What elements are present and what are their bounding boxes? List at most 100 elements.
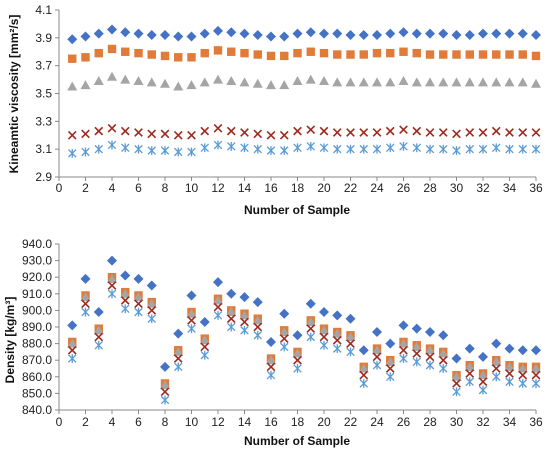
viscosity-point-diamond: [107, 24, 117, 35]
viscosity-point-x: [491, 126, 501, 136]
viscosity-point-x: [425, 128, 435, 137]
density-point-triangle: [160, 380, 170, 390]
viscosity-point-square: [240, 48, 249, 58]
viscosity-point-diamond: [517, 28, 528, 39]
viscosity-point-diamond: [133, 28, 144, 39]
density-point-x-stroke: [425, 352, 435, 362]
viscosity-point-x-stroke: [505, 128, 514, 137]
density-point-diamond: [438, 330, 449, 341]
viscosity-point-star: [452, 146, 461, 155]
viscosity-point-x-stroke: [147, 129, 157, 139]
density-point-x-stroke: [505, 369, 514, 378]
density-point-x: [332, 335, 342, 345]
density-point-triangle: [372, 345, 382, 355]
density-point-x: [279, 334, 289, 343]
viscosity-point-star: [438, 144, 448, 154]
viscosity-point-star: [332, 144, 342, 154]
density-point-triangle: [345, 331, 356, 341]
viscosity-point-square: [359, 50, 368, 59]
density-point-x: [346, 339, 355, 348]
viscosity-point-x-stroke: [173, 130, 183, 140]
viscosity-chart: 2.93.13.33.53.73.94.10 2 4 6 8 10 12 14 16 18 20 22…: [7, 3, 543, 217]
density-y-tick-label: 900.0: [22, 303, 52, 317]
viscosity-point-x-stroke: [518, 128, 528, 137]
density-point-star: [107, 289, 117, 299]
viscosity-point-triangle: [226, 75, 237, 85]
viscosity-point-x: [67, 130, 77, 140]
density-point-star: [160, 395, 170, 405]
density-point-triangle: [173, 346, 184, 356]
viscosity-point-x-stroke: [478, 128, 488, 137]
viscosity-y-tick-label: 3.1: [35, 142, 52, 156]
density-point-x-stroke: [478, 377, 488, 387]
viscosity-point-square: [293, 48, 302, 58]
density-point-diamond: [345, 313, 356, 324]
viscosity-point-x-stroke: [491, 126, 501, 136]
viscosity-point-star: [346, 144, 355, 154]
viscosity-point-diamond: [372, 30, 382, 41]
viscosity-point-x: [279, 130, 289, 140]
density-point-triangle: [438, 348, 449, 358]
viscosity-point-star: [81, 147, 90, 157]
density-point-x: [200, 342, 210, 352]
density-point-diamond: [266, 336, 276, 347]
viscosity-point-diamond: [464, 30, 475, 41]
density-point-diamond: [213, 277, 223, 288]
density-point-x-stroke: [465, 369, 475, 378]
viscosity-point-x: [253, 129, 263, 139]
viscosity-point-square: [266, 51, 276, 61]
viscosity-point-x: [399, 125, 408, 135]
viscosity-point-star: [465, 144, 475, 154]
density-point-star: [279, 342, 289, 352]
viscosity-x-tick-label: 20: [317, 181, 331, 195]
viscosity-point-x-stroke: [266, 130, 276, 140]
viscosity-point-x: [173, 130, 183, 140]
viscosity-point-square: [174, 53, 183, 62]
density-point-x-stroke: [385, 364, 395, 373]
viscosity-point-square: [412, 48, 421, 58]
viscosity-point-square: [107, 44, 117, 54]
density-point-x-stroke: [240, 317, 249, 327]
viscosity-point-x: [200, 126, 210, 136]
density-point-triangle: [252, 315, 263, 325]
viscosity-point-square: [346, 50, 355, 59]
viscosity-point-diamond: [146, 30, 157, 41]
viscosity-point-x: [306, 125, 316, 135]
density-point-x: [385, 364, 395, 373]
viscosity-point-square: [425, 50, 435, 59]
density-x-tick-label: 4: [109, 415, 116, 429]
density-point-star: [452, 387, 461, 397]
density-y-tick-label: 870.0: [22, 353, 52, 367]
viscosity-x-tick-label: 18: [291, 181, 305, 195]
density-point-star: [319, 340, 329, 350]
viscosity-point-square: [81, 53, 90, 62]
viscosity-y-tick-label: 3.9: [35, 31, 52, 45]
viscosity-point-star: [134, 144, 143, 154]
viscosity-point-triangle: [252, 78, 263, 88]
density-point-x-stroke: [67, 345, 77, 355]
viscosity-point-star: [372, 144, 382, 154]
viscosity-point-triangle: [279, 80, 290, 90]
density-point-star: [399, 354, 408, 363]
density-point-x: [160, 387, 170, 397]
viscosity-series-1: [67, 24, 541, 45]
viscosity-point-x: [518, 128, 528, 137]
density-point-star: [385, 372, 395, 382]
viscosity-x-tick-label: 8: [162, 181, 169, 195]
viscosity-x-tick-label: 30: [450, 181, 464, 195]
viscosity-point-x-stroke: [319, 126, 329, 136]
density-series-3: [67, 273, 541, 390]
viscosity-x-tick-label: 10: [185, 181, 199, 195]
viscosity-point-square: [121, 47, 130, 56]
density-point-diamond: [186, 290, 197, 301]
viscosity-point-diamond: [266, 31, 276, 42]
density-point-x-stroke: [531, 370, 541, 380]
viscosity-point-diamond: [451, 30, 462, 41]
viscosity-y-tick-label: 3.3: [35, 114, 52, 128]
viscosity-point-square: [439, 50, 448, 59]
viscosity-x-axis-title: Number of Sample: [244, 203, 350, 217]
density-point-x-stroke: [412, 349, 422, 358]
density-point-diamond: [319, 307, 329, 318]
viscosity-point-triangle: [478, 77, 488, 87]
viscosity-point-diamond: [319, 28, 329, 39]
